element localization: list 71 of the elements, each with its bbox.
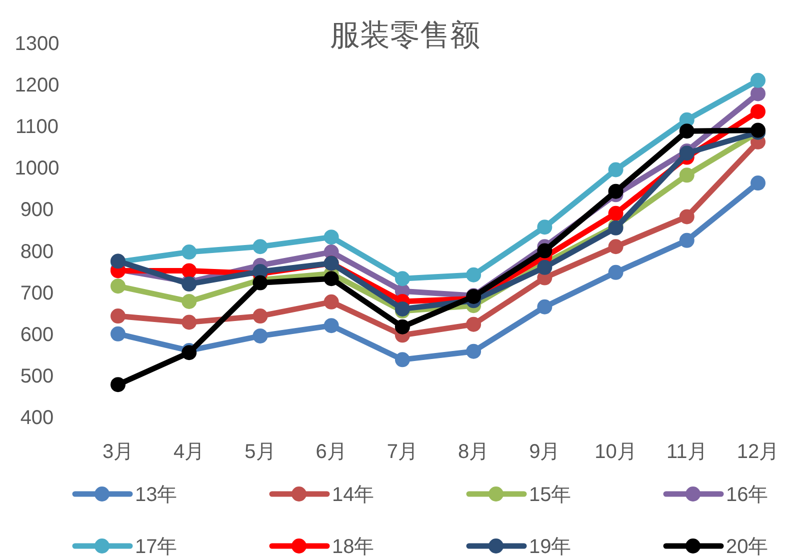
point [608,162,624,178]
point [466,267,482,282]
point [110,278,126,294]
x-tick-label: 7月 [386,441,418,463]
point [466,344,482,359]
y-tick-label: 700 [20,282,54,304]
x-tick-label: 12月 [736,441,780,463]
y-tick-label: 1300 [14,33,60,55]
point [466,316,482,332]
point [182,294,197,309]
x-tick-label: 8月 [458,441,490,463]
x-tick-label: 4月 [174,441,205,463]
point [182,345,197,360]
point [608,239,624,254]
y-tick-label: 1000 [14,158,60,180]
legend-label: 20年 [726,536,768,558]
point [110,326,126,342]
point [182,263,197,278]
point [750,86,766,102]
point [750,72,766,88]
point [252,308,268,324]
point [110,377,126,392]
point [537,220,552,235]
point [324,294,339,310]
point [324,318,339,334]
chart-title: 服装零售额 [330,19,480,52]
point [394,271,410,286]
point [537,299,552,314]
x-tick-label: 9月 [529,441,560,463]
point [679,168,694,183]
legend-label: 13年 [135,484,178,506]
point [394,301,410,316]
point [750,104,766,120]
x-tick-label: 10月 [594,441,637,463]
point [608,184,624,199]
point [182,244,197,260]
point [750,176,766,191]
point [679,124,694,139]
point [394,352,410,368]
point [182,314,197,330]
legend-label: 16年 [726,484,768,506]
point [394,319,410,334]
point [182,276,197,292]
x-tick-label: 5月 [244,441,276,463]
point [324,271,339,286]
point [110,308,126,324]
x-tick-label: 11月 [666,441,708,463]
legend-label: 17年 [135,536,178,558]
point [679,209,694,224]
point [252,275,268,290]
legend-label: 19年 [529,536,572,558]
point [679,232,694,248]
point [252,328,268,344]
legend-label: 15年 [529,484,572,506]
point [608,264,624,280]
point [608,206,624,221]
y-tick-label: 1100 [15,116,59,138]
point [537,260,552,275]
y-tick-label: 900 [20,199,54,222]
legend-label: 18年 [332,536,374,558]
point [537,243,552,258]
x-tick-label: 6月 [316,441,347,463]
legend-label: 14年 [332,484,374,506]
y-tick-label: 500 [20,365,54,388]
x-tick-label: 3月 [102,441,134,463]
y-tick-label: 800 [20,240,54,263]
y-tick-label: 1200 [14,74,60,97]
point [324,230,339,245]
y-tick-label: 600 [20,324,54,346]
y-tick-label: 400 [20,407,54,429]
point [252,239,268,254]
